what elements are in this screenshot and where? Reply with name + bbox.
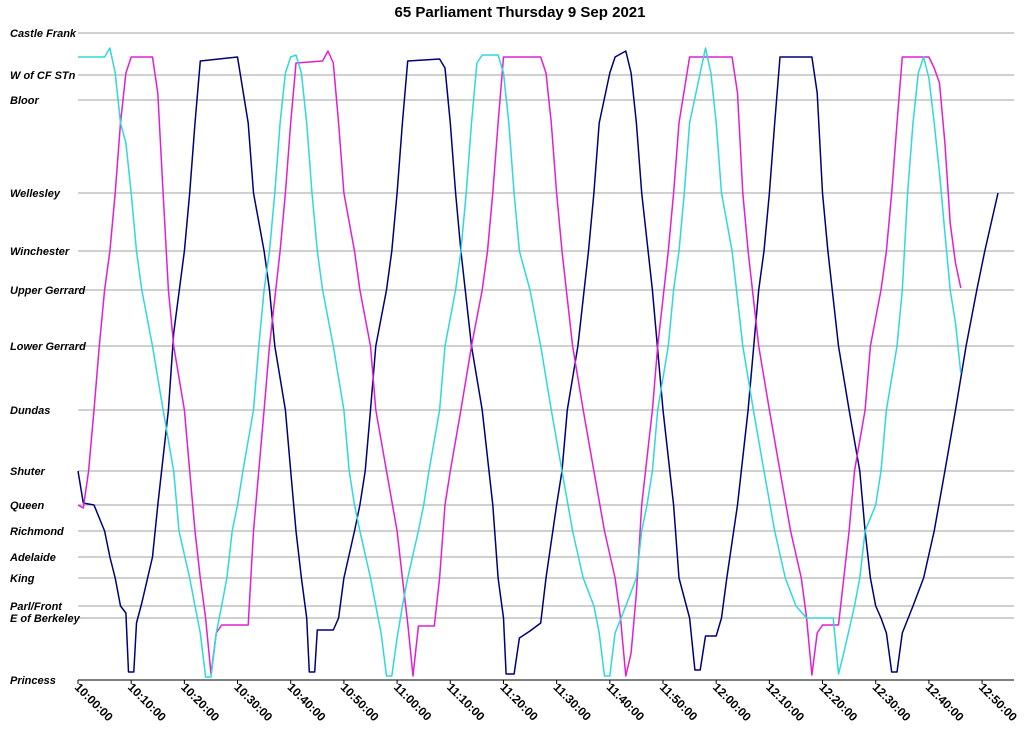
- chart-title: 65 Parliament Thursday 9 Sep 2021: [395, 4, 646, 21]
- x-tick-label: 10:40:00: [285, 680, 329, 724]
- series-layer: [77, 47, 999, 678]
- x-tick-label: 11:10:00: [444, 680, 488, 724]
- x-tick-label: 12:20:00: [816, 680, 860, 724]
- y-tick-label: Bloor: [10, 95, 39, 107]
- x-tick-label: 11:40:00: [604, 680, 648, 724]
- y-tick-label: King: [10, 573, 35, 585]
- y-tick-label: Castle Frank: [10, 28, 77, 40]
- x-tick-label: 12:00:00: [710, 680, 754, 724]
- x-tick-label: 10:20:00: [178, 680, 222, 724]
- y-tick-label: Richmond: [10, 526, 64, 538]
- x-tick-label: 10:30:00: [231, 680, 275, 724]
- y-tick-label: Princess: [10, 675, 56, 687]
- y-tick-label: Dundas: [10, 405, 50, 417]
- series-line-1: [77, 50, 999, 675]
- y-tick-label: W of CF STn: [10, 70, 76, 82]
- x-tick-label: 10:00:00: [72, 680, 116, 724]
- x-axis-labels: 10:00:00 10:10:00 10:20:00 10:30:00 10:40:00…: [72, 680, 1020, 724]
- y-tick-label: Shuter: [10, 466, 46, 478]
- x-tick-label: 12:30:00: [870, 680, 914, 724]
- x-tick-label: 11:20:00: [497, 680, 541, 724]
- y-axis-labels: Castle Frank W of CF STn Bloor Wellesley Win…: [9, 28, 86, 687]
- x-tick-label: 12:40:00: [923, 680, 967, 724]
- y-tick-label: Adelaide: [9, 552, 56, 564]
- x-tick-label: 11:50:00: [657, 680, 701, 724]
- series-line-2: [77, 50, 962, 677]
- y-tick-label: Wellesley: [10, 188, 61, 200]
- y-tick-label: Upper Gerrard: [10, 285, 85, 297]
- x-tick-label: 11:00:00: [391, 680, 435, 724]
- x-tick-label: 11:30:00: [551, 680, 595, 724]
- series-line-3: [78, 47, 962, 678]
- y-tick-label: Queen: [10, 500, 45, 512]
- x-tick-label: 10:10:00: [125, 680, 169, 724]
- y-tick-label: Winchester: [10, 246, 70, 258]
- y-tick-label: Lower Gerrard: [10, 341, 86, 353]
- y-tick-label: Parl/Front: [10, 601, 63, 613]
- x-tick-label: 12:10:00: [763, 680, 807, 724]
- x-tick-label: 10:50:00: [338, 680, 382, 724]
- x-tick-label: 12:50:00: [976, 680, 1020, 724]
- y-tick-label: E of Berkeley: [10, 613, 81, 625]
